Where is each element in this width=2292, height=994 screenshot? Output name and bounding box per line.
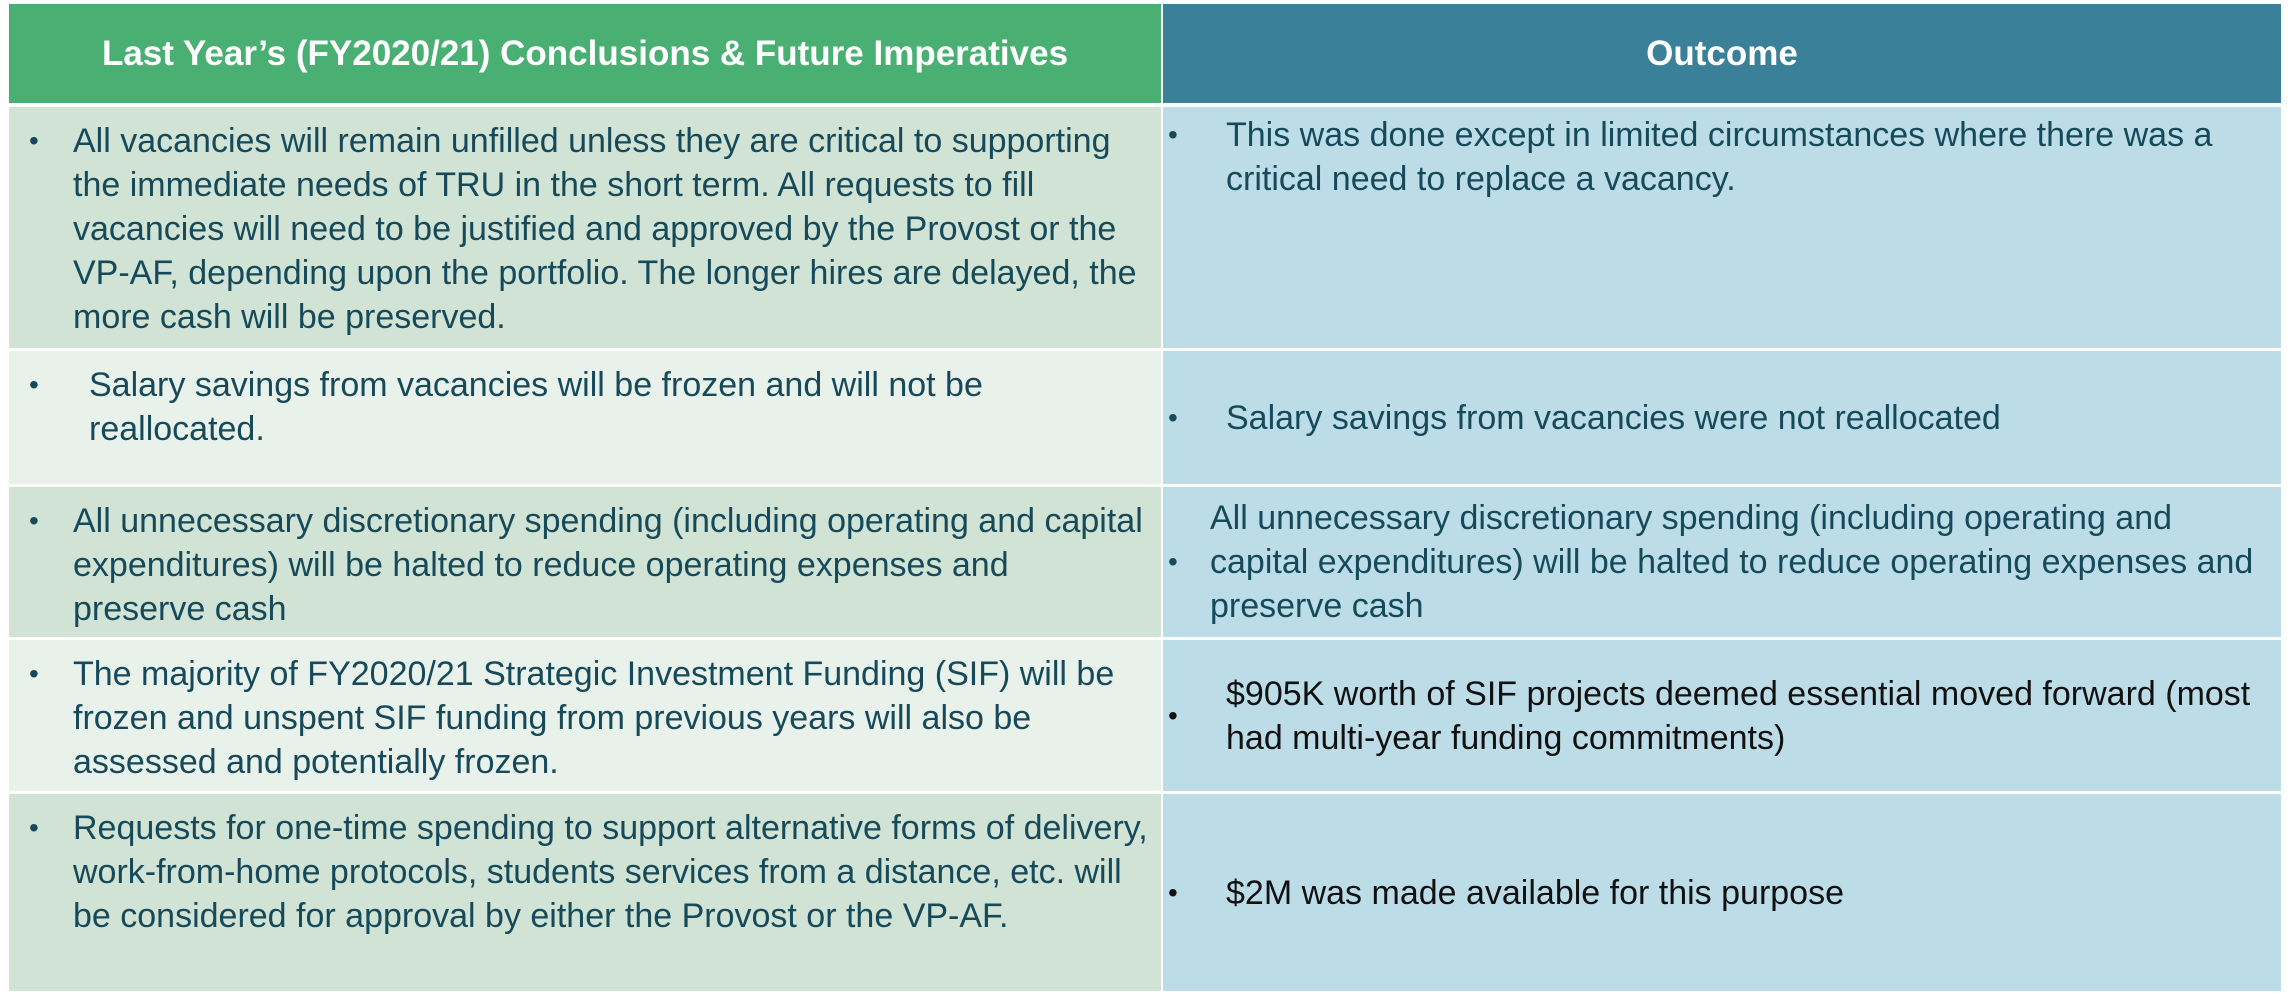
table-cell: • Requests for one-time spending to suppo… (9, 794, 1161, 994)
table-cell: • The majority of FY2020/21 Strategic Inv… (9, 640, 1161, 794)
table: Last Year’s (FY2020/21) Conclusions & Fu… (9, 4, 2281, 994)
table-cell: • Salary savings from vacancies will be f… (9, 351, 1161, 487)
cell-text: All vacancies will remain unfilled unles… (73, 122, 1137, 336)
cell-text: All unnecessary discretionary spending (… (73, 502, 1143, 628)
table-cell: • All vacancies will remain unfilled unle… (9, 107, 1161, 351)
table-cell: • $2M was made available for this purpose (1161, 794, 2281, 994)
cell-text: Requests for one-time spending to suppor… (73, 809, 1148, 935)
cell-text: Salary savings from vacancies were not r… (1226, 398, 2001, 437)
table-cell: • Salary savings from vacancies were not … (1161, 351, 2281, 487)
cell-text: This was done except in limited circumst… (1226, 116, 2213, 198)
column-header: Outcome (1161, 4, 2281, 107)
cell-text: $905K worth of SIF projects deemed essen… (1226, 674, 2251, 757)
cell-text: $2M was made available for this purpose (1226, 873, 1844, 912)
table-cell: • $905K worth of SIF projects deemed esse… (1161, 640, 2281, 794)
column-header: Last Year’s (FY2020/21) Conclusions & Fu… (9, 4, 1161, 107)
table-cell: • All unnecessary discretionary spending … (1161, 487, 2281, 640)
table-cell: • This was done except in limited circums… (1161, 107, 2281, 351)
table-cell: • All unnecessary discretionary spending … (9, 487, 1161, 640)
cell-text: All unnecessary discretionary spending (… (1210, 499, 2254, 625)
cell-text: Salary savings from vacancies will be fr… (89, 366, 983, 448)
cell-text: The majority of FY2020/21 Strategic Inve… (73, 655, 1115, 781)
